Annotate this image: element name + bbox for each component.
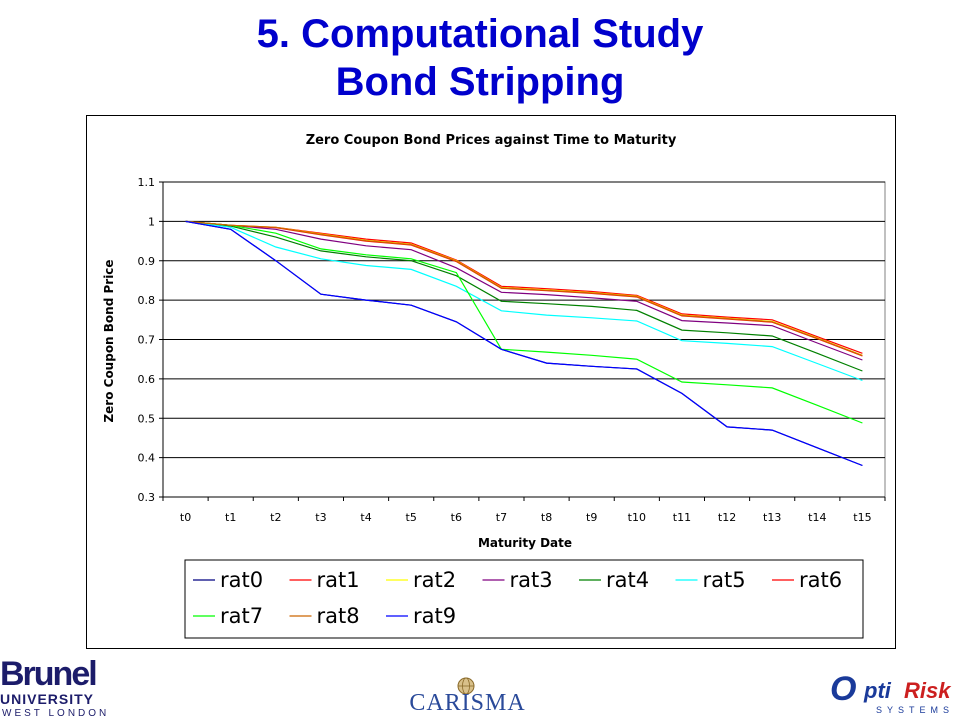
x-axis-label: Maturity Date bbox=[478, 536, 572, 550]
x-tick-label: t3 bbox=[315, 511, 326, 524]
brunel-logo: Brunel UNIVERSITY WEST LONDON bbox=[0, 656, 115, 720]
x-tick-label: t10 bbox=[628, 511, 646, 524]
y-axis-label: Zero Coupon Bond Price bbox=[102, 259, 116, 422]
optirisk-logo-risk: Risk bbox=[904, 678, 951, 703]
series-line-rat7 bbox=[185, 220, 863, 424]
series-line-rat3 bbox=[185, 220, 863, 361]
y-tick-label: 0.6 bbox=[138, 373, 156, 386]
legend-label-rat8: rat8 bbox=[317, 604, 360, 628]
legend-label-rat0: rat0 bbox=[220, 568, 263, 592]
x-tick-label: t15 bbox=[853, 511, 871, 524]
series-line-rat5 bbox=[185, 220, 863, 382]
legend-box bbox=[184, 559, 864, 639]
x-tick-label: t4 bbox=[360, 511, 371, 524]
optirisk-logo-o: O bbox=[830, 670, 857, 708]
legend-label-rat7: rat7 bbox=[220, 604, 263, 628]
legend-label-rat2: rat2 bbox=[413, 568, 456, 592]
legend-label-rat9: rat9 bbox=[413, 604, 456, 628]
x-tick-label: t1 bbox=[225, 511, 236, 524]
x-tick-label: t11 bbox=[673, 511, 691, 524]
series-line-rat4 bbox=[185, 220, 863, 372]
legend-label-rat4: rat4 bbox=[606, 568, 649, 592]
chart-legend: rat0 rat1 rat2 rat3 rat4 rat5 rat6 rat7 rat8 rat9 bbox=[184, 559, 864, 639]
x-tick-label: t12 bbox=[718, 511, 736, 524]
line-chart: 0.3 0.4 0.5 0.6 0.7 0.8 0.9 1 1.1 t0 t1 t2 t3 t4 t5 t6 t… bbox=[102, 133, 886, 639]
x-tick-label: t14 bbox=[808, 511, 826, 524]
optirisk-logo-systems: SYSTEMS bbox=[876, 705, 955, 715]
x-tick-label: t13 bbox=[763, 511, 781, 524]
y-tick-label: 1 bbox=[148, 215, 155, 228]
legend-label-rat6: rat6 bbox=[799, 568, 842, 592]
x-tick-label: t9 bbox=[586, 511, 597, 524]
chart-lines bbox=[185, 220, 863, 467]
y-tick-label: 0.8 bbox=[138, 294, 156, 307]
y-tick-label: 0.7 bbox=[138, 334, 156, 347]
optirisk-logo: O pti Risk SYSTEMS bbox=[828, 670, 960, 720]
y-tick-label: 0.5 bbox=[138, 412, 156, 425]
legend-label-rat3: rat3 bbox=[510, 568, 553, 592]
y-tick-label: 0.4 bbox=[138, 452, 156, 465]
slide-title-line2: Bond Stripping bbox=[335, 60, 625, 104]
chart-grid bbox=[162, 181, 886, 498]
y-tick-label: 0.9 bbox=[138, 255, 156, 268]
x-tick-label: t7 bbox=[496, 511, 507, 524]
y-tick-label: 0.3 bbox=[138, 491, 156, 504]
y-tick-label: 1.1 bbox=[138, 176, 156, 189]
legend-label-rat5: rat5 bbox=[703, 568, 746, 592]
series-line-rat9 bbox=[185, 220, 863, 467]
x-tick-label: t0 bbox=[180, 511, 191, 524]
chart-title: Zero Coupon Bond Prices against Time to … bbox=[306, 133, 677, 148]
series-line-rat8 bbox=[185, 220, 863, 357]
brunel-logo-university: UNIVERSITY bbox=[0, 691, 95, 707]
x-tick-label: t2 bbox=[270, 511, 281, 524]
chart-ticks: 0.3 0.4 0.5 0.6 0.7 0.8 0.9 1 1.1 t0 t1 t2 t3 t4 t5 t6 t… bbox=[138, 176, 886, 524]
globe-icon bbox=[457, 677, 475, 695]
carisma-logo-text: CARISMA bbox=[409, 690, 526, 716]
chart-frame: 0.3 0.4 0.5 0.6 0.7 0.8 0.9 1 1.1 t0 t1 t2 t3 t4 t5 t6 t… bbox=[86, 115, 896, 649]
optirisk-logo-pti: pti bbox=[864, 678, 891, 703]
x-tick-label: t6 bbox=[451, 511, 462, 524]
brunel-logo-location: WEST LONDON bbox=[2, 708, 110, 719]
slide-title-line1: 5. Computational Study bbox=[256, 12, 704, 56]
carisma-logo: CARISMA bbox=[405, 676, 530, 720]
slide-title: 5. Computational Study Bond Stripping bbox=[0, 10, 960, 106]
x-tick-label: t8 bbox=[541, 511, 552, 524]
legend-label-rat1: rat1 bbox=[317, 568, 360, 592]
brunel-logo-name: Brunel bbox=[0, 655, 98, 693]
x-tick-label: t5 bbox=[406, 511, 417, 524]
